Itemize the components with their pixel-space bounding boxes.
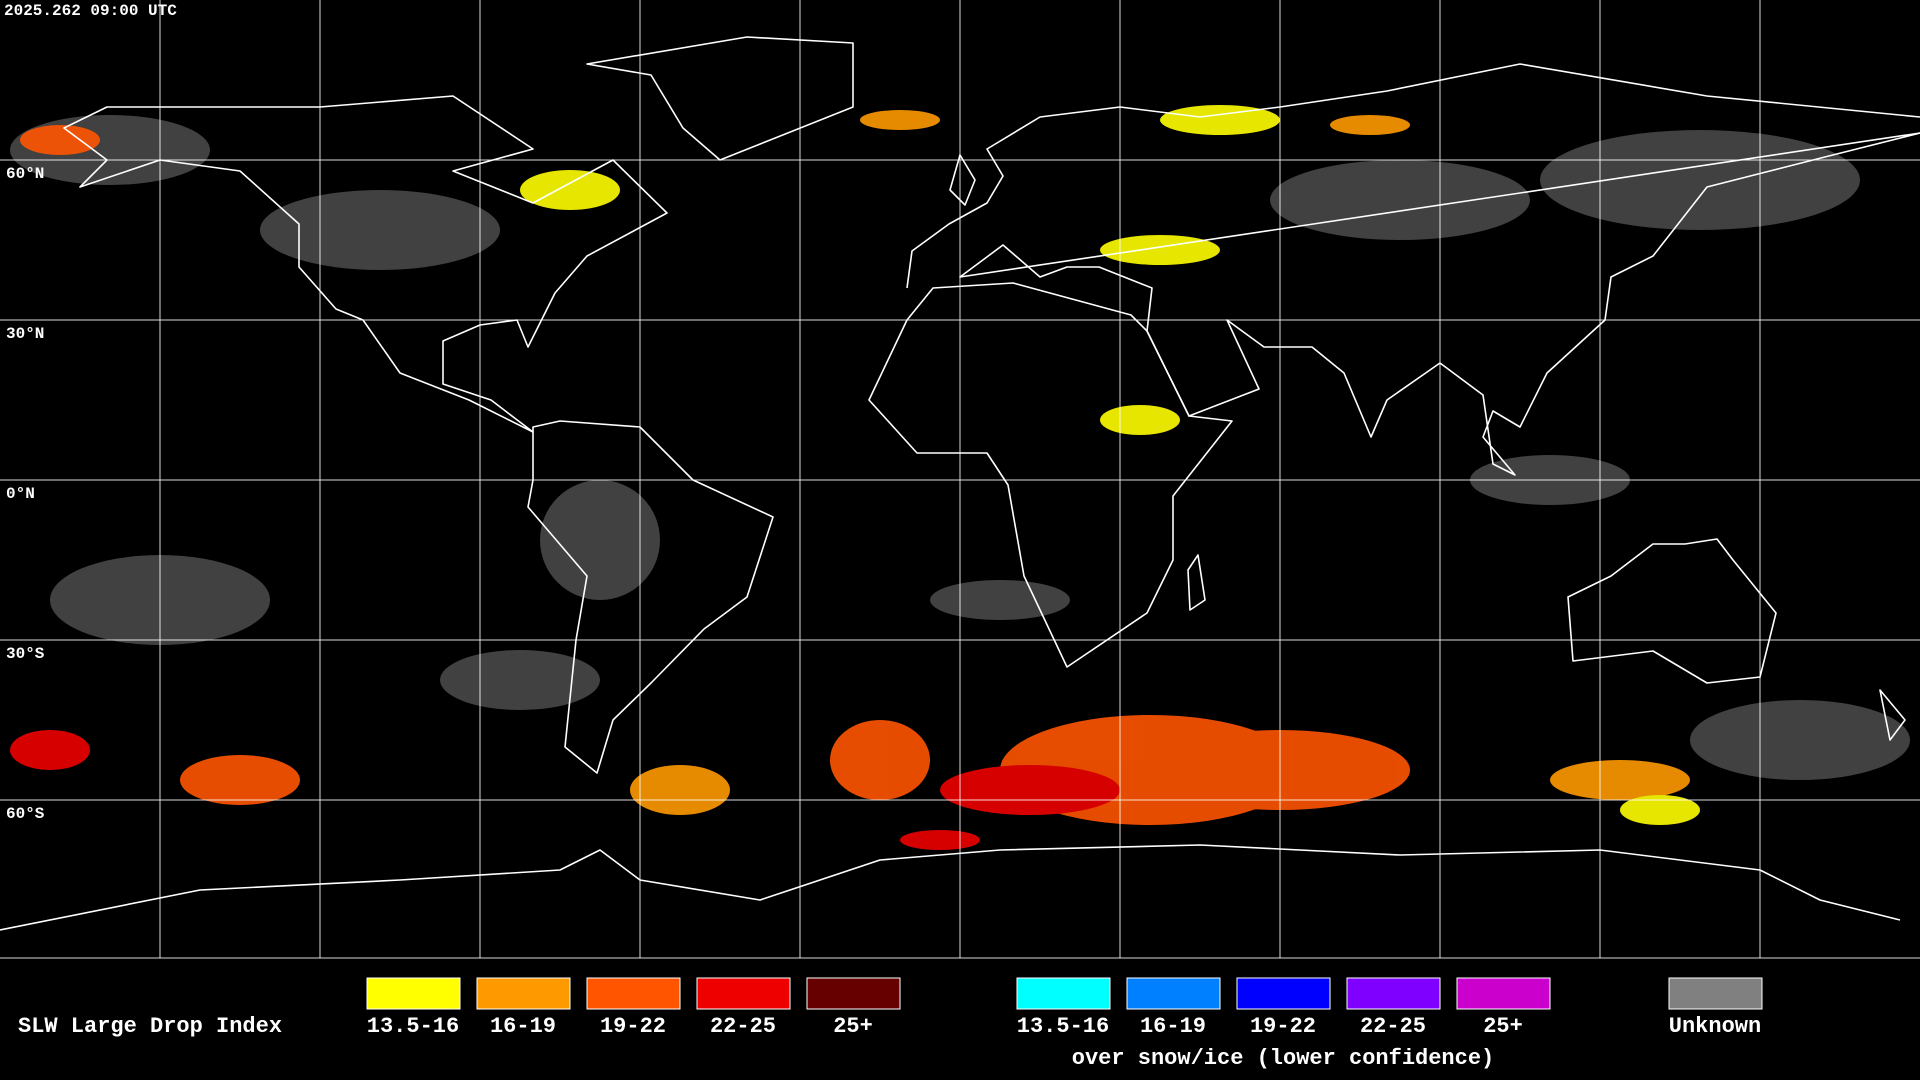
legend-label: 16-19 (490, 1014, 556, 1039)
legend-label: 22-25 (710, 1014, 776, 1039)
lat-label: 30°S (6, 645, 45, 663)
legend-label: 19-22 (1250, 1014, 1316, 1039)
legend-swatch (1016, 977, 1111, 1010)
legend: 13.5-16 16-19 19-22 22-25 25+ 13.5-16 16-19 19-… (366, 977, 1763, 1039)
legend-swatch (1236, 977, 1331, 1010)
legend-label: 13.5-16 (1017, 1014, 1109, 1039)
lat-label: 60°N (6, 165, 44, 183)
legend-label: 16-19 (1140, 1014, 1206, 1039)
legend-swatch (806, 977, 901, 1010)
legend-swatch (696, 977, 791, 1010)
legend-swatch (1126, 977, 1221, 1010)
legend-label: 25+ (1483, 1014, 1523, 1039)
legend-panel (0, 958, 1920, 1080)
legend-swatch (1346, 977, 1441, 1010)
legend-label: 19-22 (600, 1014, 666, 1039)
timestamp: 2025.262 09:00 UTC (4, 2, 177, 20)
legend-swatch (476, 977, 571, 1010)
legend-label: 22-25 (1360, 1014, 1426, 1039)
legend-title: SLW Large Drop Index (18, 1014, 282, 1039)
cloud-field (10, 105, 1910, 850)
legend-label: 25+ (833, 1014, 873, 1039)
legend-label: Unknown (1669, 1014, 1761, 1039)
legend-swatch (586, 977, 681, 1010)
legend-label: 13.5-16 (367, 1014, 459, 1039)
legend-swatch (366, 977, 461, 1010)
lat-label: 30°N (6, 325, 44, 343)
graticule: 60°N 30°N 0°N 30°S 60°S (0, 0, 1920, 958)
lat-label: 60°S (6, 805, 45, 823)
legend-swatch (1668, 977, 1763, 1010)
legend-swatch (1456, 977, 1551, 1010)
snow-caption: over snow/ice (lower confidence) (1072, 1046, 1494, 1071)
lat-label: 0°N (6, 485, 35, 503)
coastlines (0, 36, 1920, 931)
